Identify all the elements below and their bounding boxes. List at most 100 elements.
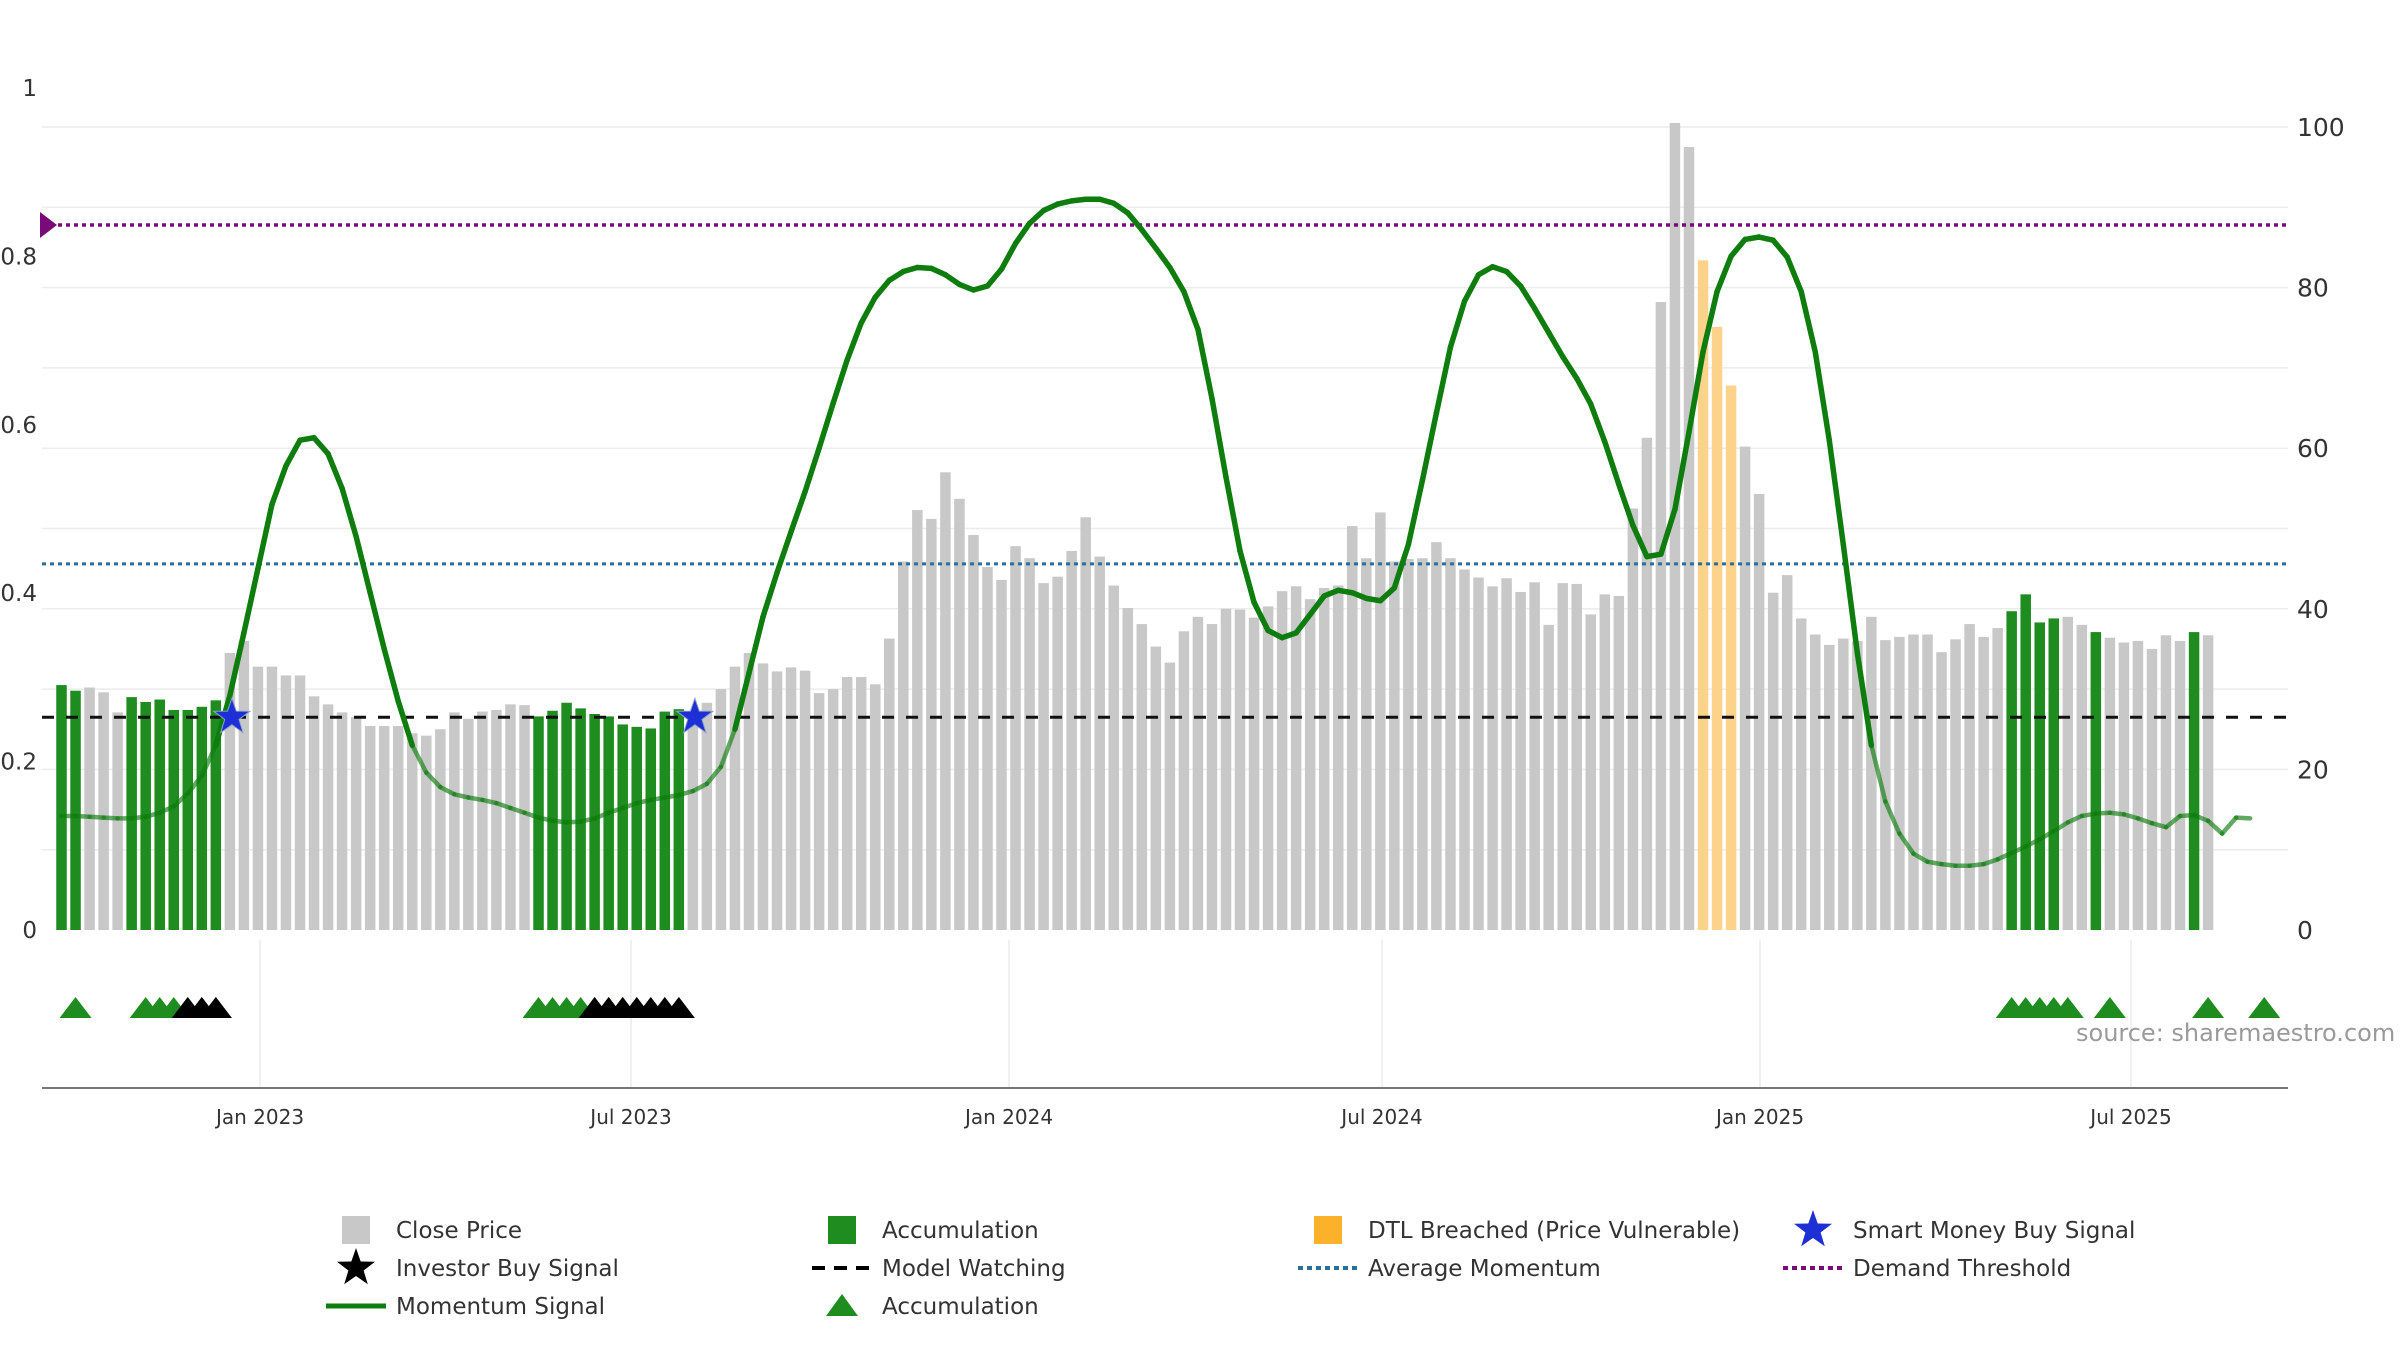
- close-price-bar: [2174, 640, 2186, 930]
- legend-close-price-swatch: [342, 1216, 370, 1244]
- momentum-signal-segment: [2205, 818, 2225, 836]
- close-price-bar: [1445, 558, 1456, 930]
- momentum-signal-segment: [1714, 253, 1734, 295]
- momentum-signal-segment: [2163, 813, 2183, 830]
- x-tick-label: Jan 2025: [1714, 1105, 1804, 1129]
- close-price-bar: [940, 472, 951, 930]
- close-price-bar: [1332, 585, 1344, 930]
- close-price-bar: [1234, 609, 1246, 930]
- accumulation-bar: [182, 709, 194, 930]
- momentum-signal-segment: [185, 773, 205, 796]
- close-price-bar: [477, 711, 488, 930]
- close-price-bar: [687, 710, 699, 930]
- close-price-bar: [1417, 558, 1428, 930]
- close-price-bar: [1220, 608, 1232, 930]
- momentum-signal-segment: [73, 813, 92, 820]
- y-left-tick-label: 0.8: [0, 244, 37, 270]
- close-price-bar: [701, 702, 713, 930]
- legend-momentum-signal-label: Momentum Signal: [396, 1294, 605, 1320]
- x-tick-label: Jan 2023: [214, 1105, 304, 1129]
- close-price-bar: [519, 705, 530, 930]
- accumulation-bar: [561, 702, 572, 930]
- momentum-signal-segment: [1377, 585, 1398, 604]
- y-right-tick-label: 80: [2297, 274, 2329, 303]
- legend: Close Price Accumulation DTL Breached (Pri…: [326, 1210, 2135, 1320]
- close-price-bar: [266, 666, 278, 930]
- momentum-signal-segment: [648, 795, 668, 803]
- accumulation-bar: [2188, 632, 2200, 930]
- momentum-signal-segment: [1630, 522, 1650, 560]
- momentum-signal-segment: [143, 810, 162, 820]
- momentum-signal-segment: [774, 528, 794, 576]
- x-tick-label: Jul 2024: [1339, 1105, 1422, 1129]
- momentum-signal-segment: [1223, 474, 1243, 554]
- price-bars: [56, 122, 2214, 931]
- momentum-signal-segment: [1111, 200, 1131, 216]
- momentum-signal-segment: [1784, 254, 1804, 295]
- momentum-signal-segment: [984, 266, 1005, 289]
- dtl-bar: [1725, 385, 1737, 930]
- close-price-bar: [799, 670, 811, 930]
- close-price-bar: [757, 663, 769, 930]
- momentum-signal-segment: [2149, 820, 2169, 830]
- close-price-bar: [1487, 586, 1498, 930]
- close-price-bar: [1304, 599, 1316, 930]
- momentum-signal-segment: [339, 485, 359, 540]
- close-price-bar: [1880, 640, 1891, 930]
- accumulation-bar: [2020, 594, 2031, 930]
- close-price-bar: [1557, 583, 1568, 930]
- momentum-signal-segment: [1195, 326, 1215, 402]
- momentum-signal-segment: [1181, 288, 1201, 333]
- momentum-signal-segment: [2009, 844, 2028, 856]
- momentum-signal-segment: [1967, 861, 1986, 869]
- momentum-signal-segment: [2079, 811, 2099, 819]
- momentum-signal-segment: [2065, 813, 2085, 825]
- momentum-signal-segment: [367, 589, 387, 652]
- close-price-bar: [2076, 624, 2088, 930]
- accumulation-bar: [2006, 611, 2017, 930]
- momentum-signal-segment: [690, 781, 710, 794]
- momentum-signal-segment: [227, 630, 247, 699]
- close-price-bar: [280, 675, 292, 930]
- momentum-signal-segment: [2121, 812, 2141, 821]
- close-price-bar: [392, 726, 404, 930]
- close-price-bar: [84, 687, 95, 930]
- close-price-bar: [912, 510, 923, 930]
- close-price-bar: [1669, 122, 1681, 931]
- y-left-tick-label: 0.6: [0, 413, 37, 439]
- close-price-bar: [1641, 437, 1653, 930]
- close-price-bar: [1501, 578, 1512, 930]
- accumulation-triangle: [2248, 997, 2281, 1018]
- momentum-signal-segment: [2135, 816, 2155, 826]
- momentum-signal-segment: [1139, 227, 1159, 252]
- close-price-bar: [968, 534, 979, 930]
- accumulation-bar: [70, 690, 81, 930]
- momentum-signal-segment: [1026, 207, 1047, 227]
- close-price-bar: [1375, 512, 1386, 930]
- close-price-bar: [2202, 635, 2214, 930]
- momentum-signal-segment: [1798, 288, 1818, 355]
- close-price-bar: [224, 652, 236, 930]
- close-price-bar: [2104, 637, 2116, 930]
- momentum-signal-segment: [676, 788, 696, 798]
- momentum-signal-segment: [1405, 477, 1426, 548]
- close-price-bar: [841, 677, 853, 930]
- source-text: source: sharemaestro.com: [2076, 1019, 2395, 1047]
- accumulation-triangle: [2051, 997, 2084, 1018]
- close-price-bar: [884, 638, 895, 930]
- close-price-bar: [1473, 577, 1484, 930]
- momentum-signal-segment: [1602, 439, 1622, 488]
- close-price-bar: [1262, 606, 1274, 930]
- close-price-bar: [1529, 582, 1540, 930]
- close-price-bar: [2118, 642, 2130, 930]
- close-price-bar: [982, 567, 993, 930]
- accumulation-bar: [575, 708, 586, 930]
- momentum-signal-segment: [2023, 837, 2042, 849]
- momentum-signal-segment: [2177, 812, 2197, 819]
- momentum-signal-segment: [704, 764, 724, 787]
- accumulation-bar: [617, 724, 628, 930]
- momentum-signal-segment: [1391, 541, 1412, 591]
- momentum-signal-segment: [1307, 593, 1327, 618]
- close-price-bar: [1781, 575, 1793, 930]
